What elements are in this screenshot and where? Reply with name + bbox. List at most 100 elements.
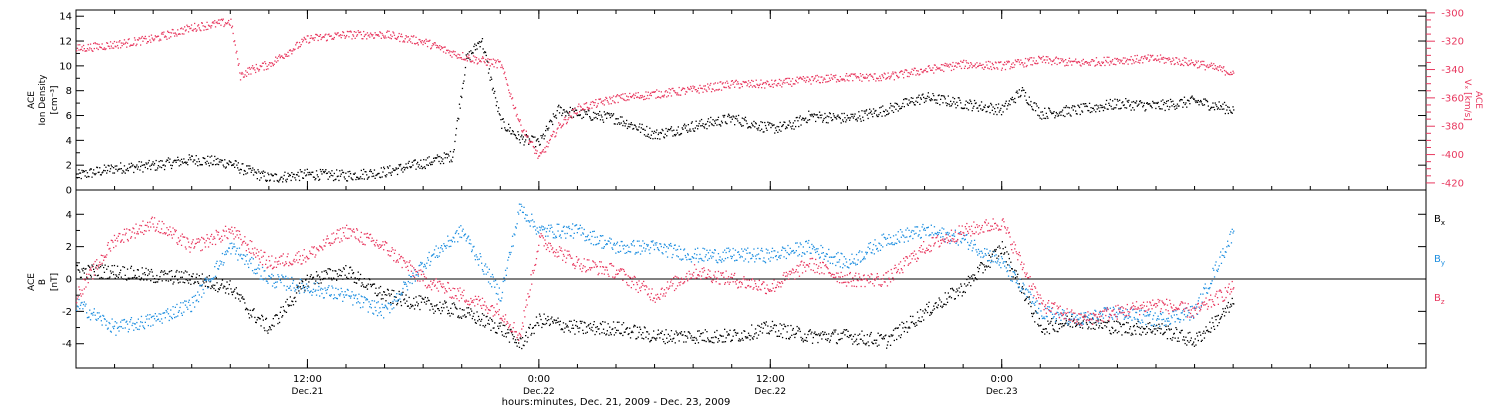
by-series-point [257,268,258,269]
vx-series-point [148,41,149,42]
bx-series-point [115,274,116,275]
by-series-point [224,254,225,255]
by-series-point [176,304,177,305]
by-series-point [109,323,110,324]
bx-series-point [1131,335,1132,336]
bx-series-point [316,271,317,272]
bx-series-point [940,306,941,307]
vx-series-point [915,74,916,75]
bx-series-point [918,320,919,321]
density-series-point [869,109,870,110]
density-series-point [404,169,405,170]
vx-series-point [1124,63,1125,64]
density-series-point [1054,117,1055,118]
bx-series-point [439,310,440,311]
vx-series-point [319,36,320,37]
density-series-point [554,116,555,117]
density-series-point [480,46,481,47]
density-series-point [290,175,291,176]
bx-series-point [77,265,78,266]
bx-series-point [591,329,592,330]
vx-series-point [419,39,420,40]
bx-series-point [215,290,216,291]
bx-series-point [1019,283,1020,284]
by-series-point [260,275,261,276]
density-series-point [482,38,483,39]
bx-series-point [710,341,711,342]
vx-series-point [1009,61,1010,62]
bx-series-point [929,315,930,316]
density-series-point [953,101,954,102]
bx-series-point [804,334,805,335]
by-series-point [305,286,306,287]
vx-series-point [173,33,174,34]
density-series-point [823,120,824,121]
bx-series-point [549,325,550,326]
vx-series-point [1191,60,1192,61]
vx-series-point [265,63,266,64]
bx-series-point [803,341,804,342]
vx-series-point [391,38,392,39]
vx-series-point [124,39,125,40]
vx-series-point [875,80,876,81]
bx-series-point [1066,320,1067,321]
vx-series-point [136,44,137,45]
density-series-point [390,172,391,173]
bx-series-point [351,277,352,278]
vx-series-point [122,45,123,46]
bx-series-point [694,337,695,338]
bx-series-point [1138,327,1139,328]
density-series-point [644,134,645,135]
density-series-point [146,164,147,165]
bx-series-point [974,275,975,276]
bx-series-point [551,317,552,318]
bx-series-point [770,331,771,332]
vx-series-point [389,37,390,38]
density-series-point [819,112,820,113]
density-series-point [1171,105,1172,106]
by-series-point [149,314,150,315]
bx-series-point [963,291,964,292]
bx-series-point [449,315,450,316]
by-series-point [143,327,144,328]
density-series-point [317,174,318,175]
vx-series-point [1156,60,1157,61]
density-series-point [844,117,845,118]
by-series-point [307,288,308,289]
density-series-point [164,169,165,170]
vx-series-point [618,102,619,103]
density-series-point [661,133,662,134]
bx-series-point [81,277,82,278]
density-series-point [408,163,409,164]
vx-series-point [1023,66,1024,67]
bx-series-point [593,324,594,325]
density-series-point [842,119,843,120]
vx-series-point [380,32,381,33]
vx-series-point [872,77,873,78]
vx-series-point [1024,63,1025,64]
bx-series-point [956,288,957,289]
vx-series-point [125,43,126,44]
by-series-point [83,304,84,305]
vx-series-point [111,46,112,47]
density-series-point [237,167,238,168]
density-series-point [655,132,656,133]
bx-series-point [1225,312,1226,313]
density-series-point [932,99,933,100]
density-series-point [760,130,761,131]
bx-series-point [1228,302,1229,303]
bx-series-point [98,275,99,276]
vx-series-point [596,107,597,108]
vx-series-point [577,112,578,113]
density-series-point [371,171,372,172]
by-series-point [229,248,230,249]
bx-series-point [1095,322,1096,323]
bx-series-point [274,326,275,327]
density-series-point [989,112,990,113]
by-series-point [294,287,295,288]
by-series-point [79,308,80,309]
vx-series-point [584,103,585,104]
density-series-point [750,127,751,128]
density-series-point [125,173,126,174]
bx-series-point [1169,329,1170,330]
